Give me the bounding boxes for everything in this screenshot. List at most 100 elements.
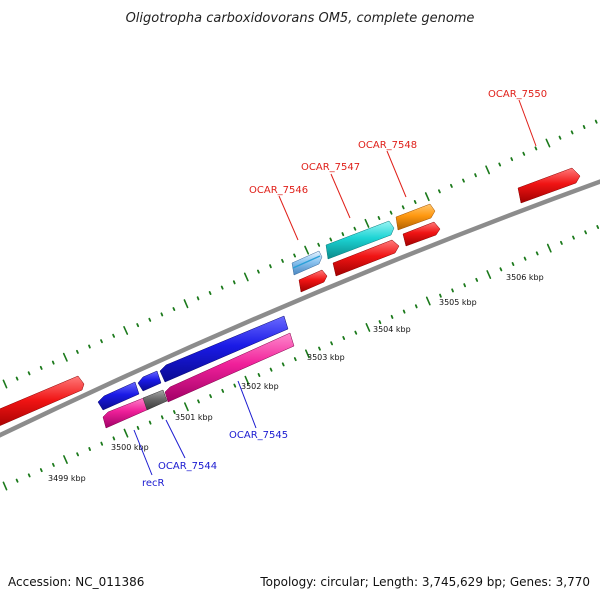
minor-tick <box>15 376 19 381</box>
minor-tick <box>256 269 260 274</box>
minor-tick <box>475 277 479 282</box>
minor-tick <box>584 230 587 235</box>
minor-tick <box>136 323 140 328</box>
minor-tick <box>437 189 441 194</box>
minor-tick <box>318 346 321 351</box>
minor-tick <box>148 317 152 322</box>
accession-text: Accession: NC_011386 <box>8 575 144 589</box>
gene-feature-ocar7550[interactable] <box>517 167 581 204</box>
major-tick <box>365 322 371 332</box>
minor-tick <box>281 258 284 263</box>
minor-tick <box>449 183 453 188</box>
bp-label-3506: 3506 kbp <box>506 273 544 282</box>
major-tick <box>304 349 310 359</box>
minor-tick <box>596 224 600 230</box>
minor-tick <box>523 256 527 261</box>
minor-tick <box>439 293 442 298</box>
major-tick <box>486 270 492 280</box>
minor-tick <box>112 436 116 441</box>
minor-tick <box>293 357 297 362</box>
minor-tick <box>208 290 212 296</box>
minor-tick <box>570 130 574 135</box>
minor-tick <box>342 335 346 341</box>
minor-tick <box>232 280 236 285</box>
bp-label-3501: 3501 kbp <box>175 413 213 422</box>
minor-tick <box>341 232 345 237</box>
genome-title: Oligotropha carboxidovorans OM5, complet… <box>126 11 475 26</box>
major-tick <box>2 379 8 389</box>
minor-tick <box>52 462 55 467</box>
lower-tick-lane <box>2 224 600 491</box>
minor-tick <box>172 307 176 312</box>
gene-feature-recr[interactable] <box>97 381 140 411</box>
minor-tick <box>474 173 477 178</box>
forward-features <box>0 167 581 430</box>
gene-feature-ocar7548[interactable] <box>395 203 436 231</box>
gene-feature-blue-mid[interactable] <box>137 370 162 392</box>
minor-tick <box>594 119 598 124</box>
minor-tick <box>353 226 357 231</box>
major-tick <box>425 296 431 306</box>
major-tick <box>546 243 552 253</box>
major-tick <box>364 218 370 228</box>
minor-tick <box>100 339 103 344</box>
bp-label-3503: 3503 kbp <box>307 353 345 362</box>
bp-label-3505: 3505 kbp <box>439 298 477 307</box>
gene-feature-ocar7545[interactable] <box>164 332 295 403</box>
major-tick <box>485 165 491 175</box>
minor-tick <box>88 446 91 452</box>
bp-label-3500: 3500 kbp <box>111 443 149 452</box>
gene-feature-ocar7546[interactable] <box>291 250 323 276</box>
gene-feature-ocar7546-stripe <box>292 255 321 269</box>
minor-tick <box>522 151 526 156</box>
gene-label-ocar7544[interactable]: OCAR_7544 <box>158 461 217 472</box>
minor-tick <box>27 473 31 478</box>
reverse-features <box>97 315 295 429</box>
minor-tick <box>317 242 321 247</box>
bp-scale: 3499 kbp 3500 kbp 3501 kbp 3502 kbp 3503… <box>48 273 544 483</box>
minor-tick <box>451 288 454 293</box>
minor-tick <box>51 360 55 365</box>
minor-tick <box>582 125 586 130</box>
minor-tick <box>462 178 465 183</box>
minor-tick <box>209 394 213 399</box>
gene-feature-red-long[interactable] <box>332 239 400 277</box>
gene-feature-blue-long[interactable] <box>159 315 289 383</box>
gene-label-ocar7550[interactable]: OCAR_7550 <box>488 89 547 100</box>
label-leaders <box>133 99 537 476</box>
gene-feature-ocar7547[interactable] <box>325 220 395 260</box>
gene-label-ocar7547[interactable]: OCAR_7547 <box>301 162 360 173</box>
minor-tick <box>281 362 285 367</box>
major-tick <box>184 402 189 412</box>
minor-tick <box>572 235 575 240</box>
minor-tick <box>293 253 297 258</box>
upper-tick-lane <box>2 119 598 389</box>
minor-tick <box>15 478 19 483</box>
gene-feature-red-small-b[interactable] <box>402 221 441 247</box>
genome-backbone <box>0 179 600 438</box>
minor-tick <box>511 261 515 267</box>
minor-tick <box>377 215 381 221</box>
minor-tick <box>196 296 200 301</box>
gene-feature-red-small-a[interactable] <box>298 269 328 293</box>
gene-feature-gray[interactable] <box>142 389 168 411</box>
minor-tick <box>257 372 261 378</box>
gene-label-ocar7545[interactable]: OCAR_7545 <box>229 430 288 441</box>
minor-tick <box>39 365 43 370</box>
major-tick <box>2 481 8 491</box>
gene-feature-left-red[interactable] <box>0 375 85 430</box>
minor-tick <box>269 264 272 269</box>
gene-label-recr[interactable]: recR <box>142 478 165 489</box>
minor-tick <box>389 210 393 215</box>
gene-labels: OCAR_7550 OCAR_7548 OCAR_7547 OCAR_7546 … <box>142 89 547 489</box>
minor-tick <box>160 415 164 420</box>
minor-tick <box>221 388 225 393</box>
gene-label-ocar7548[interactable]: OCAR_7548 <box>358 140 417 151</box>
gene-label-ocar7546[interactable]: OCAR_7546 <box>249 185 308 196</box>
minor-tick <box>414 304 418 309</box>
minor-tick <box>112 333 115 338</box>
minor-tick <box>535 251 539 256</box>
minor-tick <box>220 285 224 290</box>
major-tick <box>62 352 68 362</box>
